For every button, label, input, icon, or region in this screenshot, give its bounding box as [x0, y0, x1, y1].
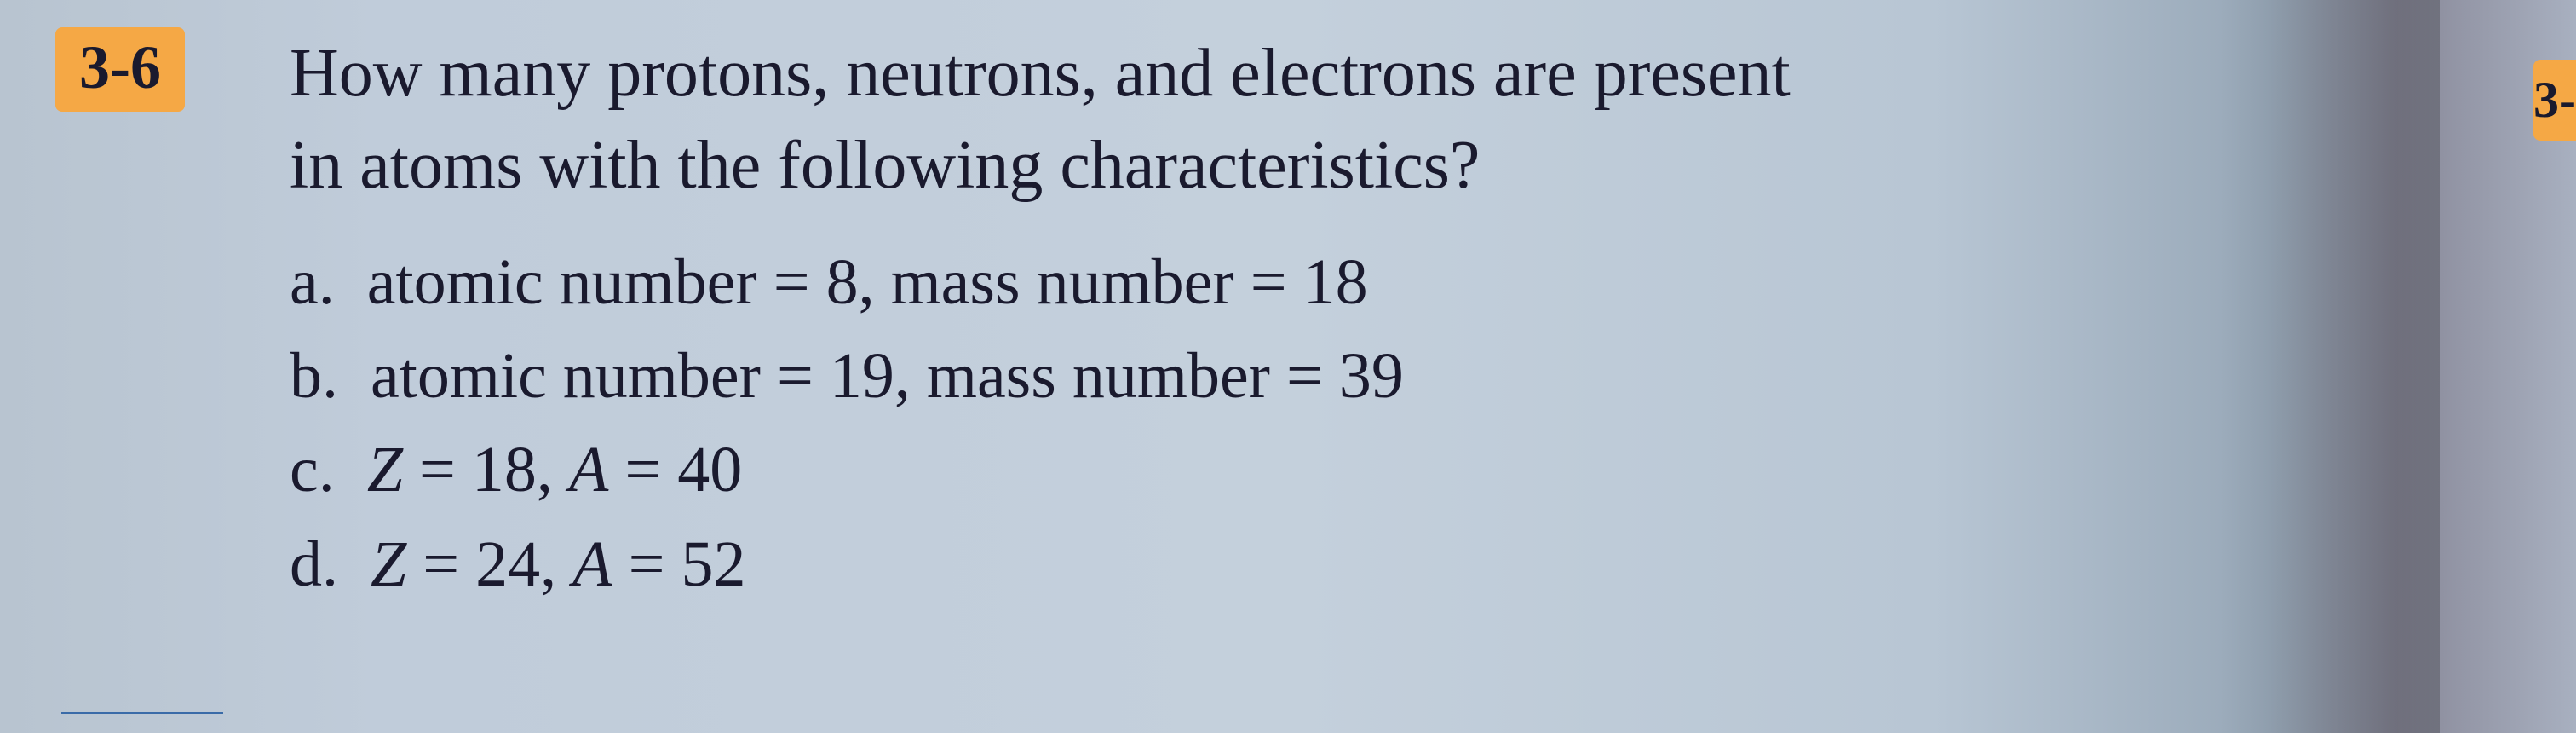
- question-line-2: in atoms with the following characterist…: [290, 119, 1791, 211]
- option-c-z-label: Z: [367, 434, 403, 505]
- option-a-letter: a.: [290, 246, 335, 318]
- option-b-letter: b.: [290, 340, 338, 412]
- page-fold-shadow: [2218, 0, 2440, 733]
- option-c-z-value: = 18,: [403, 434, 569, 505]
- option-a: a. atomic number = 8, mass number = 18: [290, 235, 1791, 329]
- question-line-1: How many protons, neutrons, and electron…: [290, 27, 1791, 119]
- bottom-underline: [61, 712, 223, 714]
- option-d-z-label: Z: [371, 528, 406, 600]
- option-d-a-value: = 52: [612, 528, 746, 600]
- option-c-a-value: = 40: [608, 434, 742, 505]
- question-block: How many protons, neutrons, and electron…: [290, 27, 1791, 611]
- option-d-a-label: A: [572, 528, 612, 600]
- right-margin-tab: 3-: [2533, 60, 2576, 141]
- textbook-page: 3-6 How many protons, neutrons, and elec…: [0, 0, 2576, 733]
- option-d: d. Z = 24, A = 52: [290, 517, 1791, 611]
- option-d-z-value: = 24,: [406, 528, 572, 600]
- option-c-a-label: A: [569, 434, 608, 505]
- option-b-text: atomic number = 19, mass number = 39: [371, 340, 1404, 412]
- option-d-letter: d.: [290, 528, 338, 600]
- options-list: a. atomic number = 8, mass number = 18 b…: [290, 235, 1791, 611]
- option-c-letter: c.: [290, 434, 335, 505]
- option-b: b. atomic number = 19, mass number = 39: [290, 329, 1791, 423]
- problem-number-badge: 3-6: [55, 27, 185, 112]
- option-c: c. Z = 18, A = 40: [290, 423, 1791, 517]
- option-a-text: atomic number = 8, mass number = 18: [367, 246, 1368, 318]
